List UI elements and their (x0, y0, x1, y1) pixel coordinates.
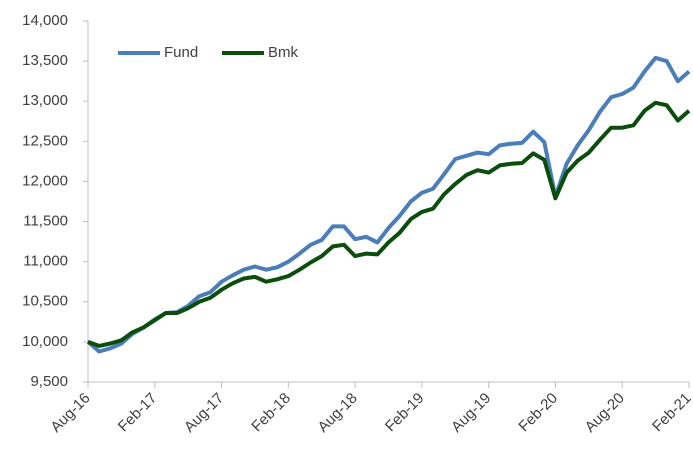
y-tick-label: 13,500 (22, 52, 68, 69)
x-tick-label: Aug-18 (315, 390, 361, 436)
x-tick-label: Feb-21 (649, 390, 693, 436)
y-tick-label: 13,000 (22, 92, 68, 109)
y-tick-label: 11,500 (23, 213, 68, 230)
x-tick-label: Aug-19 (448, 390, 494, 436)
y-tick-label: 10,000 (22, 333, 68, 350)
x-tick-label: Feb-17 (115, 390, 161, 436)
x-tick-label: Feb-19 (382, 390, 428, 436)
y-tick-label: 10,500 (22, 293, 68, 310)
y-tick-label: 11,000 (23, 253, 68, 270)
series-line (86, 55, 691, 354)
y-tick-label: 12,000 (22, 172, 68, 189)
legend-label: Fund (164, 44, 198, 61)
series-line (87, 100, 691, 348)
x-tick-label: Aug-20 (582, 390, 628, 436)
x-tick-label: Feb-18 (248, 390, 294, 436)
x-tick-label: Aug-16 (47, 390, 93, 436)
x-tick-label: Feb-20 (515, 390, 561, 436)
y-tick-label: 14,000 (22, 12, 68, 29)
x-tick-label: Aug-17 (181, 390, 227, 436)
y-tick-label: 12,500 (22, 132, 68, 149)
y-tick-label: 9,500 (30, 373, 68, 390)
legend-label: Bmk (268, 44, 299, 61)
